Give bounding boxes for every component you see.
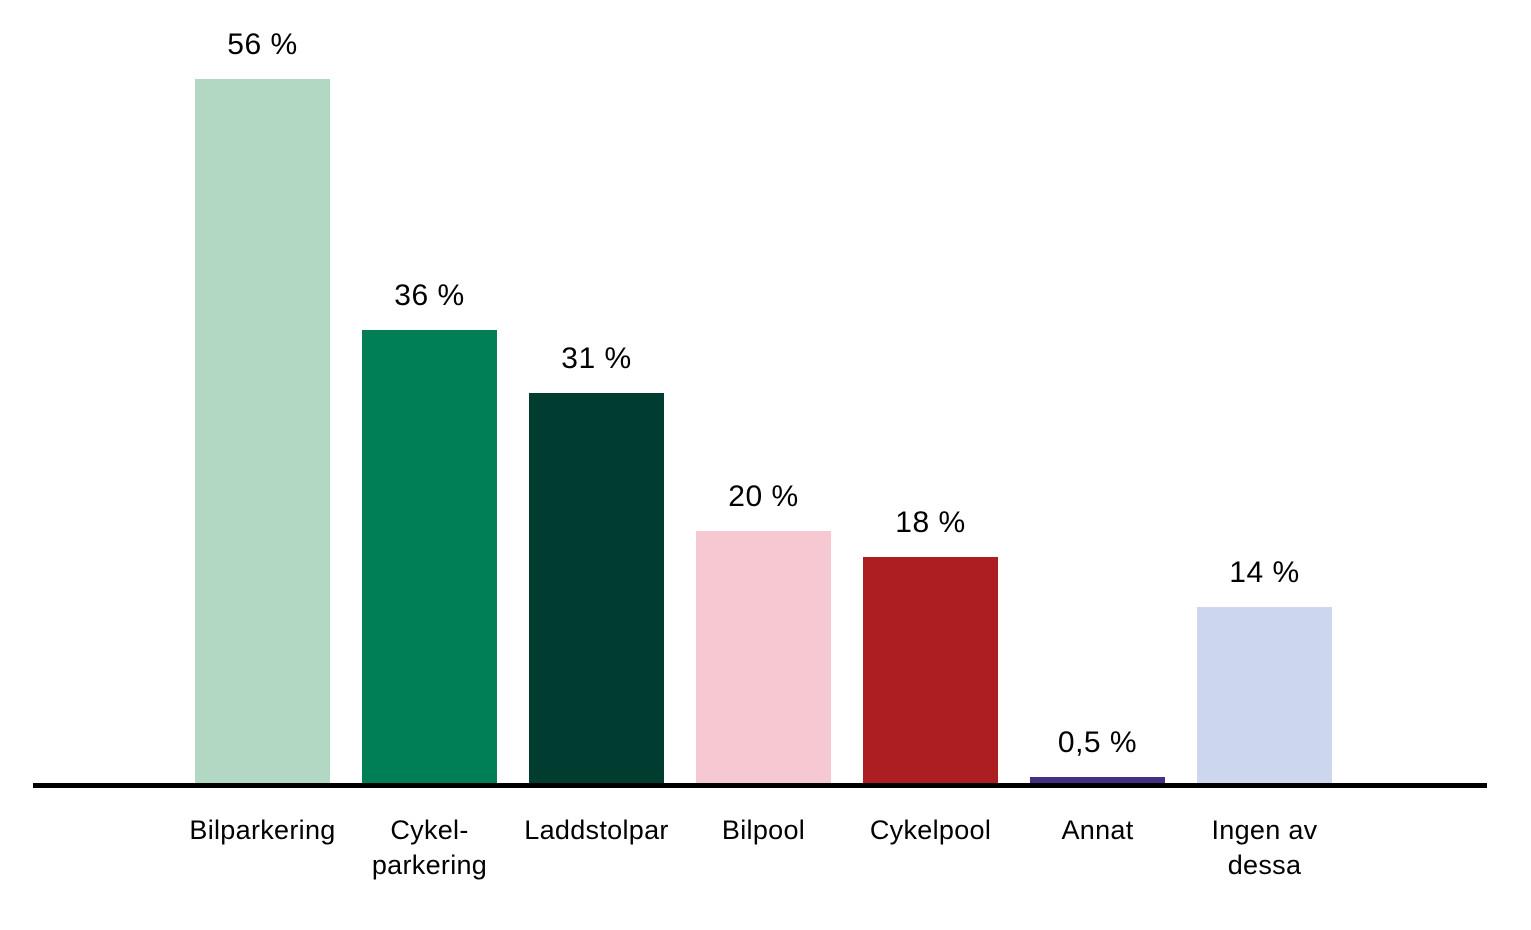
x-axis-category-label: Annat (1061, 815, 1134, 845)
bar-cykelpool (863, 557, 998, 783)
bar-group-annat: 0,5 % Annat (1030, 0, 1165, 930)
x-axis-category-label: Laddstolpar (524, 815, 669, 845)
bar-group-laddstolpar: 31 % Laddstolpar (524, 0, 668, 930)
x-axis-category-label: Cykelpool (869, 815, 992, 845)
x-axis-category-label: Ingen av dessa (1211, 815, 1318, 880)
bar-group-bilpool: 20 % Bilpool (696, 0, 831, 930)
bar-ingen-av-dessa (1197, 607, 1332, 783)
bar-group-cykel-parkering: 36 % Cykel-parkering (362, 0, 497, 930)
bar-bilparkering (195, 79, 330, 783)
bar-value-label: 36 % (394, 279, 465, 312)
bar-group-cykelpool: 18 % Cykelpool (863, 0, 998, 930)
x-axis-line (33, 783, 1487, 788)
bar-group-bilparkering: 56 % Bilparkering (189, 0, 335, 930)
x-axis-category-label: Cykel-parkering (371, 815, 488, 880)
x-axis-category-label: Bilparkering (189, 815, 336, 845)
bar-bilpool (696, 531, 831, 783)
bar-annat (1030, 777, 1165, 783)
bar-value-label: 14 % (1229, 556, 1300, 589)
x-axis-category-label: Bilpool (721, 815, 806, 845)
bar-value-label: 20 % (728, 480, 799, 513)
bar-value-label: 0,5 % (1057, 726, 1138, 759)
bar-cykel-parkering (362, 330, 497, 783)
bar-group-ingen-av-dessa: 14 % Ingen av dessa (1197, 0, 1332, 930)
bar-value-label: 18 % (895, 506, 966, 539)
bar-laddstolpar (529, 393, 664, 783)
bar-value-label: 56 % (227, 28, 298, 61)
bar-value-label: 31 % (561, 342, 632, 375)
